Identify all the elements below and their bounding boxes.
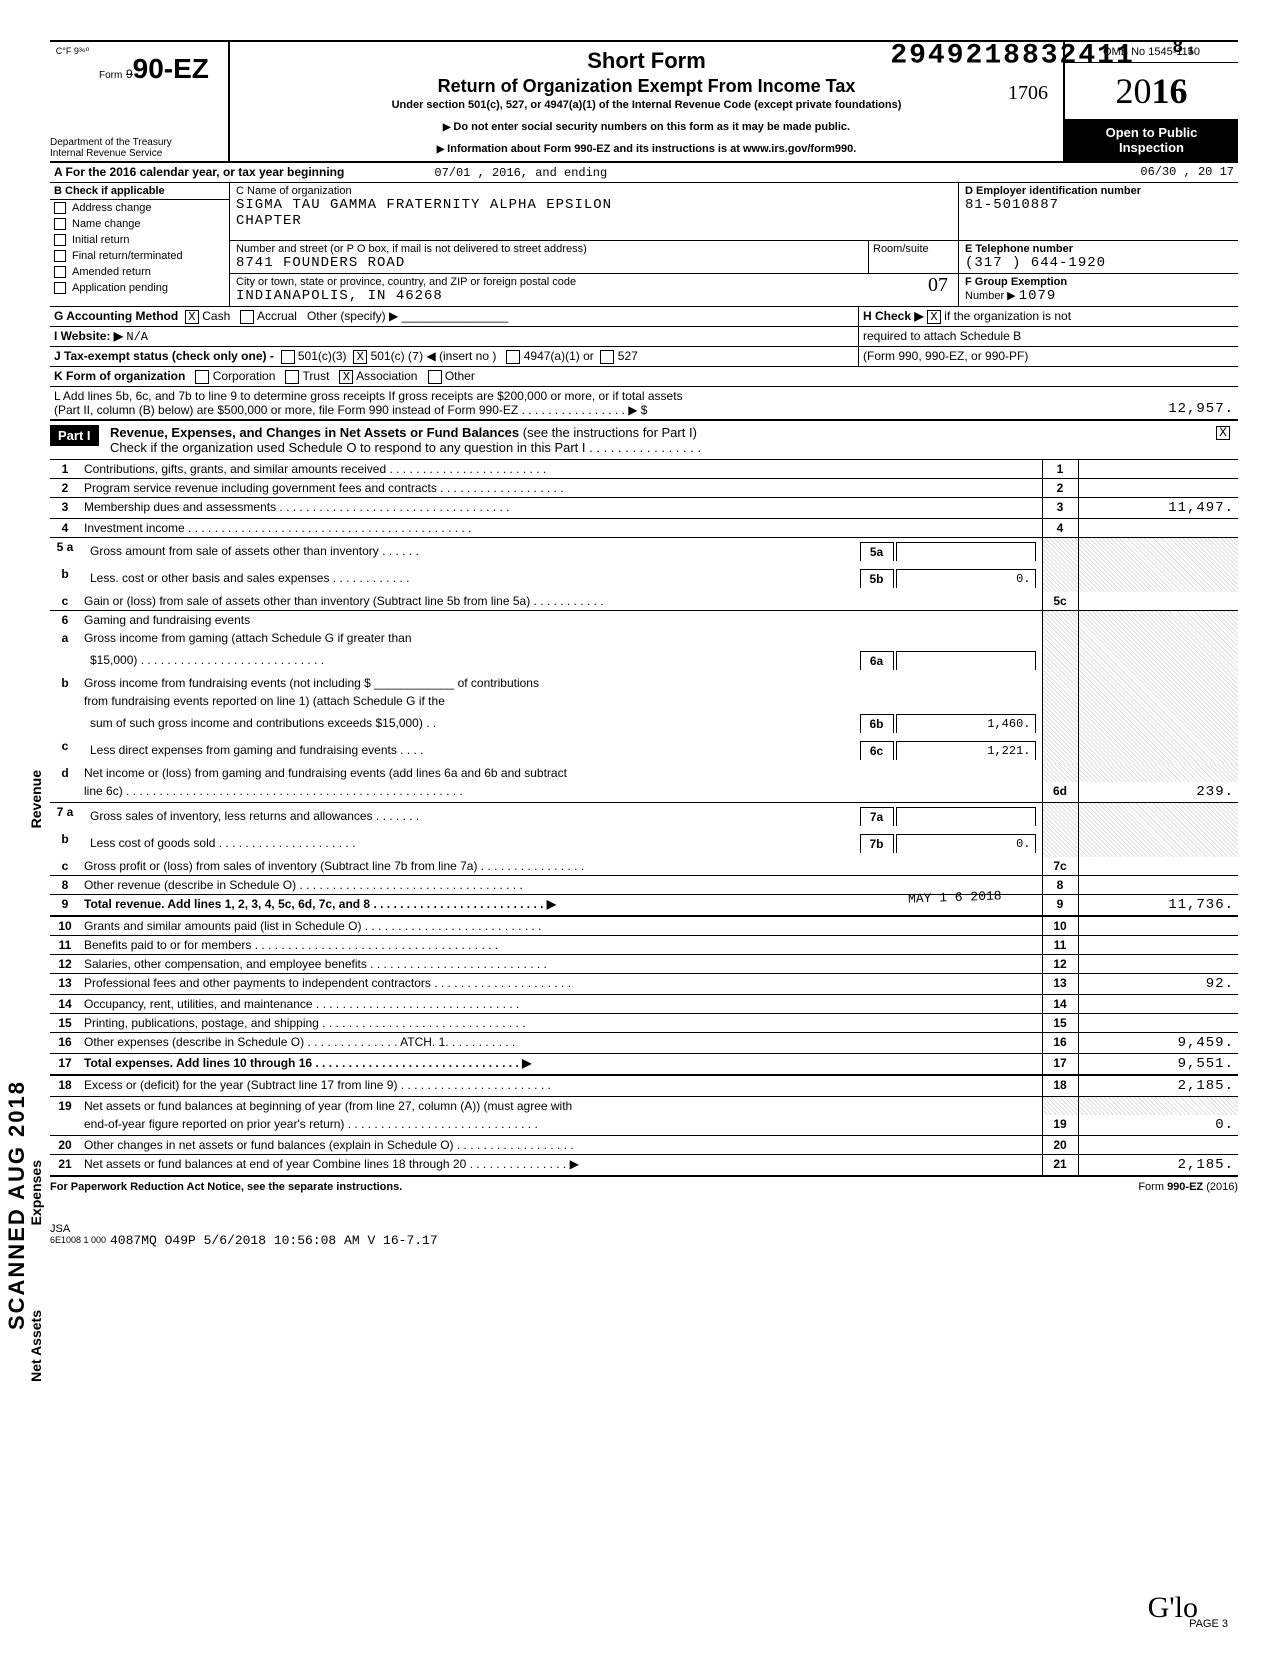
form-prefix: Form — [99, 70, 122, 81]
side-label-revenue: Revenue — [28, 770, 44, 828]
check-h[interactable]: X — [927, 310, 941, 324]
check-4947[interactable] — [506, 350, 520, 364]
footer-row: For Paperwork Reduction Act Notice, see … — [50, 1177, 1238, 1193]
handwritten-07: 07 — [928, 274, 948, 297]
check-name-change[interactable] — [54, 218, 66, 230]
open-to-public: Open to PublicInspection — [1065, 119, 1238, 161]
note-instructions: Information about Form 990-EZ and its in… — [240, 143, 1053, 155]
org-name: SIGMA TAU GAMMA FRATERNITY ALPHA EPSILON — [236, 197, 952, 213]
line-21-value: 2,185. — [1078, 1154, 1238, 1176]
check-trust[interactable] — [285, 370, 299, 384]
tax-year: 2016 — [1065, 63, 1238, 119]
department-line: Department of the Treasury Internal Reve… — [50, 137, 222, 159]
scanned-stamp: SCANNED AUG 2018 — [4, 1080, 30, 1330]
form-number: 90-EZ — [133, 53, 209, 84]
group-exemption-number: 1079 — [1019, 288, 1057, 304]
line-6b-value: 1,460. — [896, 714, 1036, 733]
ein: 81-5010887 — [965, 197, 1232, 213]
row-a-tax-year: A For the 2016 calendar year, or tax yea… — [50, 163, 1238, 183]
line-9-value: 11,736. — [1078, 894, 1238, 916]
check-527[interactable] — [600, 350, 614, 364]
check-initial-return[interactable] — [54, 234, 66, 246]
check-corporation[interactable] — [195, 370, 209, 384]
city-state-zip: INDIANAPOLIS, IN 46268 — [236, 288, 952, 304]
check-accrual[interactable] — [240, 310, 254, 324]
received-stamp: MAY 1 6 2018 — [908, 888, 1002, 906]
check-association[interactable]: X — [339, 370, 353, 384]
check-schedule-o[interactable]: X — [1216, 426, 1230, 440]
check-address-change[interactable] — [54, 202, 66, 214]
form-label-footer: Form 990-EZ (2016) — [1138, 1181, 1238, 1193]
line-13-value: 92. — [1078, 973, 1238, 994]
row-l-gross-receipts: L Add lines 5b, 6c, and 7b to line 9 to … — [50, 387, 1238, 421]
line-17-value: 9,551. — [1078, 1053, 1238, 1075]
subtitle-section: Under section 501(c), 527, or 4947(a)(1)… — [240, 99, 1053, 111]
check-cash[interactable]: X — [185, 310, 199, 324]
part-1-header: Part I Revenue, Expenses, and Changes in… — [50, 421, 1238, 460]
irs-seal: C°F 9³⁶⁰ — [50, 46, 95, 91]
street-address: 8741 FOUNDERS ROAD — [236, 255, 862, 271]
line-6d-value: 239. — [1078, 782, 1238, 803]
check-application-pending[interactable] — [54, 282, 66, 294]
line-19-value: 0. — [1078, 1115, 1238, 1136]
line-3-value: 11,497. — [1078, 497, 1238, 518]
jsa-line: JSA 6E1008 1 000 4087MQ O49P 5/6/2018 10… — [50, 1223, 1238, 1248]
room-suite: Room/suite — [868, 241, 958, 273]
note-ssn: Do not enter social security numbers on … — [240, 121, 1053, 133]
title-return: Return of Organization Exempt From Incom… — [240, 76, 1053, 97]
part-1-table: 1Contributions, gifts, grants, and simil… — [50, 460, 1238, 1177]
side-label-expenses: Expenses — [28, 1160, 44, 1225]
check-amended-return[interactable] — [54, 266, 66, 278]
check-other-org[interactable] — [428, 370, 442, 384]
handwritten-1706: 1706 — [1008, 82, 1048, 105]
section-bcdef: B Check if applicable Address change Nam… — [50, 183, 1238, 307]
page-number: PAGE 3 — [1189, 1618, 1228, 1630]
document-locator-number: 2949218832411 8₁ — [890, 38, 1198, 71]
side-label-net-assets: Net Assets — [28, 1310, 44, 1382]
check-501c[interactable]: X — [353, 350, 367, 364]
check-final-return[interactable] — [54, 250, 66, 262]
check-501c3[interactable] — [281, 350, 295, 364]
row-gh: G Accounting Method X Cash Accrual Other… — [50, 307, 1238, 327]
line-16-value: 9,459. — [1078, 1032, 1238, 1053]
row-i-website: I Website: ▶ N/A required to attach Sche… — [50, 327, 1238, 347]
telephone: (317 ) 644-1920 — [965, 255, 1232, 271]
line-18-value: 2,185. — [1078, 1075, 1238, 1097]
line-6c-value: 1,221. — [896, 741, 1036, 760]
row-j-tax-status: J Tax-exempt status (check only one) - 5… — [50, 347, 1238, 367]
row-k-form-of-org: K Form of organization Corporation Trust… — [50, 367, 1238, 387]
